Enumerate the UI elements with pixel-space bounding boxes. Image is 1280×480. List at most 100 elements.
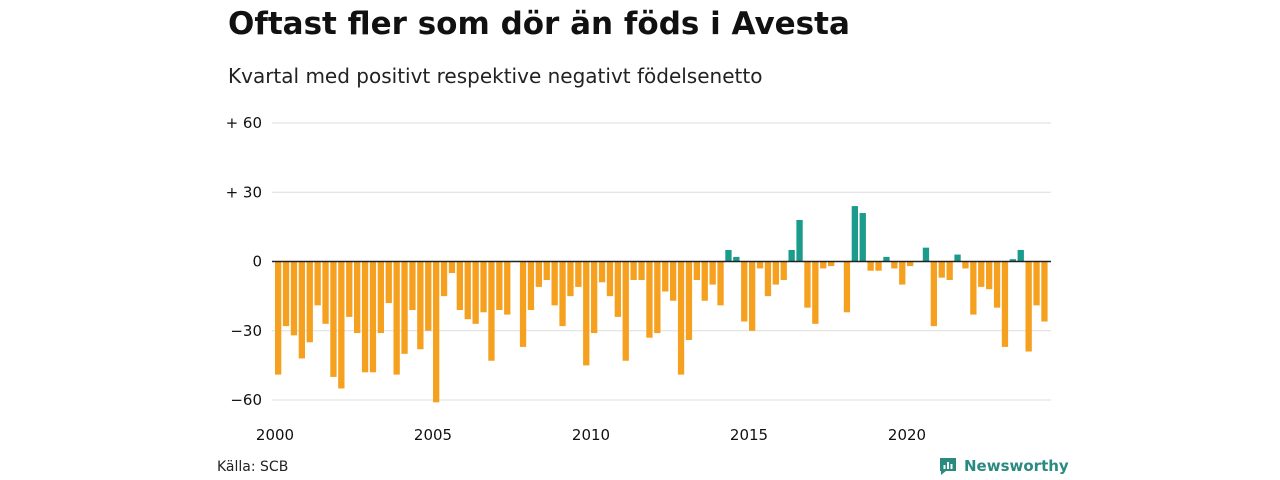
bar [1041,261,1048,322]
bar [519,261,527,347]
newsworthy-logo-icon [940,458,956,475]
bar [314,261,321,306]
x-tick-label: 2010 [572,426,610,444]
bar [527,261,535,310]
bar [891,261,898,269]
grid-lines [272,122,1051,401]
source-note: Källa: SCB [217,459,289,475]
bars [275,206,1048,403]
bar [986,261,993,290]
y-tick-label: 0 [252,253,262,271]
bar [330,261,337,377]
bar [298,261,305,359]
bar [1009,259,1016,262]
bar [764,261,772,297]
bar [922,247,930,262]
y-tick-label: −30 [230,322,262,340]
bar [725,249,732,262]
bar [812,261,819,324]
bar [480,261,487,313]
bar [369,261,377,373]
bar [930,261,937,327]
x-tick-label: 2000 [256,426,294,444]
bar [1001,261,1009,347]
bar [275,261,282,375]
bar [622,261,629,361]
bar [654,261,661,334]
bar [883,256,890,262]
bar [630,261,637,280]
bar [677,261,685,375]
bar [575,261,582,287]
chart-subtitle: Kvartal med positivt respektive negativt… [228,64,763,88]
bar [741,261,748,322]
axes: + 60 + 30 0 −30 −60 2000 2005 2010 2015 2020 [226,114,1051,444]
y-tick-label: −60 [230,391,262,409]
bar [551,261,558,306]
bar [440,261,448,297]
brand-logo[interactable]: Newsworthy [938,456,1069,476]
bar [393,261,400,375]
bar [598,261,606,283]
x-tick-label: 2015 [730,426,768,444]
bar [859,213,866,262]
bar [361,261,369,373]
bar [693,261,700,280]
bar [606,261,614,297]
bar [559,261,566,327]
bar [701,261,708,301]
bar [993,261,1001,308]
brand-name: Newsworthy [964,457,1069,475]
bar [290,261,298,336]
bar [978,261,985,287]
bar [472,261,479,324]
bar [488,261,495,361]
bar [322,261,329,324]
bar [591,261,598,334]
bar [670,261,677,301]
bar [638,261,645,280]
bar [796,219,803,262]
bar [614,261,621,317]
bar [425,261,432,331]
bar [646,261,653,338]
bar [685,261,693,340]
bar [567,261,574,297]
bar [1017,249,1024,262]
y-tick-label: + 60 [226,114,262,132]
bar [946,261,953,280]
bar [409,261,416,310]
y-tick-label: + 30 [226,183,262,201]
bar [899,261,906,285]
bar [346,261,353,317]
x-tick-label: 2005 [414,426,452,444]
bar [709,261,716,285]
bar [772,261,779,285]
bar [306,261,313,343]
bar [1033,261,1040,306]
bar [543,261,550,280]
bar [749,261,756,331]
bar [867,261,874,271]
bar [970,261,977,315]
chart-title: Oftast fler som dör än föds i Avesta [228,6,850,42]
bar [804,261,811,308]
bar [583,261,590,366]
bar [962,261,969,269]
bar [733,256,740,262]
bar [417,261,424,350]
bar [377,261,384,334]
bar [851,206,858,262]
bar [496,261,503,310]
bar [448,261,456,274]
bar [338,261,345,389]
bar [456,261,463,310]
bar [938,261,945,278]
bar [843,261,851,313]
bar [820,261,827,269]
bar [954,254,961,262]
bar [385,261,392,304]
bar [780,261,787,280]
bar [717,261,724,306]
